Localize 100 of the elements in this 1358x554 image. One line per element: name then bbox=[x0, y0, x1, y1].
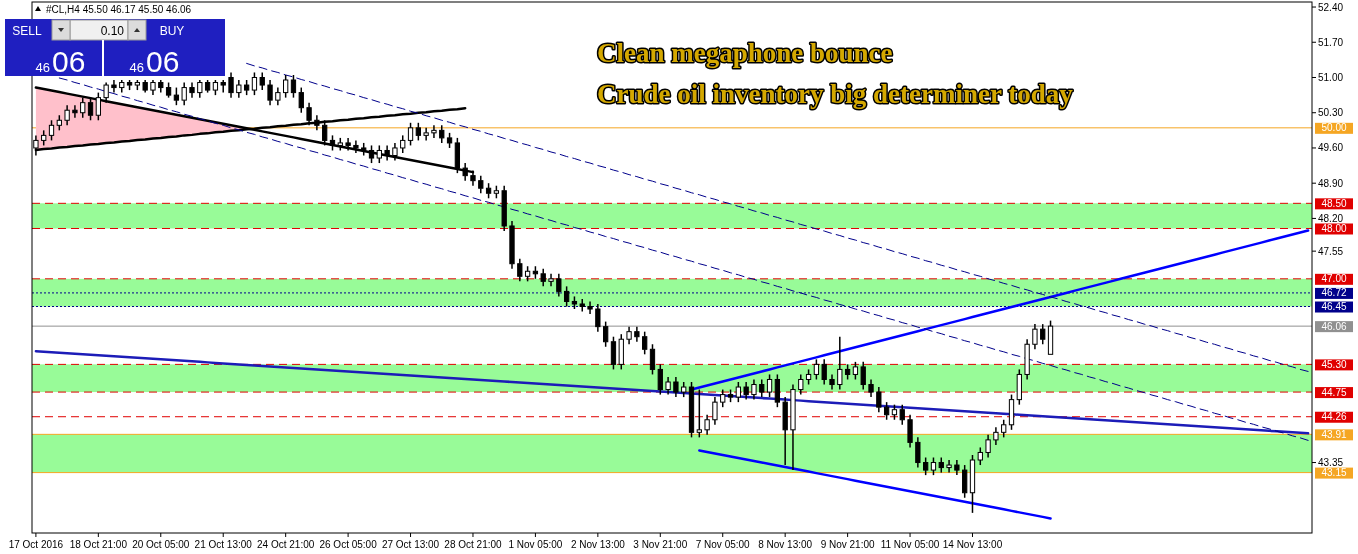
candlestick bbox=[915, 436, 921, 469]
candlestick bbox=[72, 104, 78, 119]
candlestick bbox=[798, 373, 804, 396]
candlestick bbox=[345, 137, 351, 152]
candlestick bbox=[517, 257, 523, 283]
candlestick bbox=[158, 79, 164, 94]
candlestick bbox=[423, 127, 429, 142]
x-tick-label: 1 Nov 05:00 bbox=[508, 539, 563, 550]
ref-line-label: 46.72 bbox=[1321, 287, 1347, 299]
candlestick bbox=[673, 376, 679, 398]
candlestick bbox=[868, 378, 874, 398]
candlestick bbox=[314, 114, 320, 132]
y-tick-label: 51.70 bbox=[1318, 36, 1344, 48]
y-tick-label: 47.55 bbox=[1318, 245, 1344, 257]
chart-title: #CL,H4 45.50 46.17 45.50 46.06 bbox=[46, 4, 192, 15]
candlestick bbox=[821, 358, 827, 386]
candlestick bbox=[829, 373, 835, 391]
candlestick bbox=[634, 325, 640, 343]
candlestick bbox=[907, 413, 913, 449]
candlestick bbox=[540, 268, 546, 288]
x-tick-label: 8 Nov 13:00 bbox=[758, 539, 813, 550]
y-tick-label: 48.90 bbox=[1318, 177, 1344, 189]
candlestick bbox=[236, 79, 242, 99]
candlestick bbox=[759, 378, 765, 398]
candlestick bbox=[1024, 338, 1030, 381]
candlestick bbox=[431, 124, 437, 139]
x-tick-label: 26 Oct 05:00 bbox=[319, 539, 378, 550]
y-tick-label: 52.40 bbox=[1318, 1, 1344, 13]
candlestick bbox=[509, 220, 515, 270]
annotation: 06 bbox=[52, 45, 86, 78]
candlestick bbox=[197, 79, 203, 99]
candlestick bbox=[587, 300, 593, 315]
x-tick-label: 11 Nov 05:00 bbox=[880, 539, 940, 550]
candlestick bbox=[119, 79, 125, 94]
candlestick bbox=[899, 403, 905, 426]
annotation: 0.10 bbox=[100, 24, 125, 38]
x-tick-label: 24 Oct 21:00 bbox=[257, 539, 315, 550]
candlestick bbox=[259, 71, 265, 91]
annotation: 46 bbox=[129, 60, 144, 75]
candlestick bbox=[439, 124, 445, 144]
x-tick-label: 28 Oct 21:00 bbox=[444, 539, 503, 550]
ref-line-label: 44.75 bbox=[1321, 386, 1347, 398]
y-tick-label: 48.20 bbox=[1318, 212, 1344, 224]
candlestick bbox=[782, 396, 788, 466]
x-tick-label: 14 Nov 13:00 bbox=[942, 539, 1003, 550]
candlestick bbox=[626, 325, 632, 346]
annotation: Clean megaphone bounce bbox=[597, 38, 893, 68]
x-tick-label: 20 Oct 05:00 bbox=[132, 539, 190, 550]
line-series bbox=[34, 350, 1310, 435]
candlestick bbox=[837, 335, 843, 391]
x-tick-label: 17 Oct 2016 bbox=[8, 539, 64, 550]
candlestick bbox=[743, 381, 749, 401]
candlestick bbox=[712, 396, 718, 426]
candlestick bbox=[790, 383, 796, 471]
ref-line-label: 48.00 bbox=[1321, 222, 1347, 234]
quantity-field: 0.10 bbox=[69, 19, 129, 41]
candlestick bbox=[478, 174, 484, 195]
candlestick bbox=[267, 79, 273, 106]
candlestick bbox=[111, 79, 117, 94]
ref-line-label: 45.30 bbox=[1321, 358, 1347, 370]
y-tick-label: 49.60 bbox=[1318, 142, 1344, 154]
x-tick-label: 18 Oct 21:00 bbox=[69, 539, 128, 550]
candlestick bbox=[579, 298, 585, 313]
y-tick-label: 43.35 bbox=[1318, 457, 1344, 469]
y-tick-label: 50.30 bbox=[1318, 107, 1344, 119]
candlestick bbox=[665, 376, 671, 396]
ref-line-label: 43.91 bbox=[1321, 428, 1347, 440]
candlestick bbox=[181, 81, 187, 106]
y-tick-label: 51.00 bbox=[1318, 72, 1344, 83]
candlestick bbox=[751, 378, 757, 401]
candlestick bbox=[220, 79, 226, 94]
candlestick bbox=[150, 79, 156, 96]
x-tick-label: 27 Oct 13:00 bbox=[381, 539, 440, 550]
x-tick-label: 3 Nov 21:00 bbox=[633, 539, 688, 550]
candlestick bbox=[501, 184, 507, 232]
candlestick bbox=[946, 459, 952, 474]
ref-line-label: 44.26 bbox=[1321, 411, 1347, 423]
annotation: BUY bbox=[159, 24, 185, 38]
candlestick bbox=[993, 426, 999, 446]
ref-line-label: 50.00 bbox=[1321, 122, 1347, 134]
annotation: 06 bbox=[146, 45, 180, 78]
x-tick-label: 9 Nov 21:00 bbox=[820, 539, 876, 550]
ref-line-label: 48.50 bbox=[1321, 197, 1347, 209]
ref-line-label: 46.06 bbox=[1321, 320, 1347, 332]
line-series bbox=[698, 449, 1052, 520]
ref-line-label: 46.45 bbox=[1321, 301, 1347, 313]
ref-line-label: 47.00 bbox=[1321, 273, 1347, 285]
x-tick-label: 2 Nov 13:00 bbox=[570, 539, 626, 550]
candlestick bbox=[876, 386, 882, 413]
candlestick bbox=[954, 459, 960, 476]
candlestick bbox=[556, 273, 562, 298]
ref-line-label: 43.15 bbox=[1321, 467, 1347, 479]
candlestick bbox=[860, 361, 866, 391]
annotation: Crude oil inventory big determiner today bbox=[597, 79, 1074, 109]
candlestick bbox=[704, 413, 710, 436]
candlestick bbox=[189, 81, 195, 99]
annotation: SELL bbox=[12, 24, 42, 38]
candlestick bbox=[353, 139, 359, 154]
candlestick bbox=[384, 144, 390, 162]
candlestick bbox=[392, 142, 398, 162]
